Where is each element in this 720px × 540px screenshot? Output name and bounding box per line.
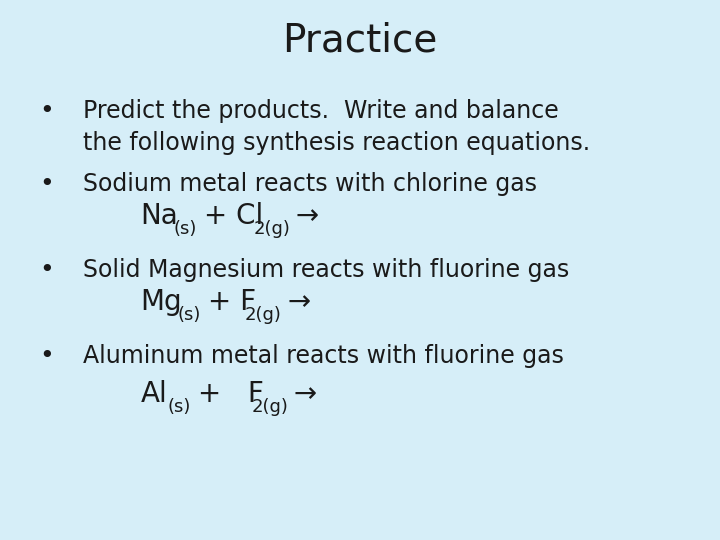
Text: →: → (285, 380, 318, 408)
Text: Practice: Practice (282, 22, 438, 59)
Text: Solid Magnesium reacts with fluorine gas: Solid Magnesium reacts with fluorine gas (83, 258, 569, 282)
Text: 2(g): 2(g) (245, 306, 282, 324)
Text: Sodium metal reacts with chlorine gas: Sodium metal reacts with chlorine gas (83, 172, 537, 195)
Text: (s): (s) (168, 398, 191, 416)
Text: (s): (s) (177, 306, 200, 324)
Text: + Cl: + Cl (195, 202, 264, 230)
Text: + F: + F (199, 288, 256, 316)
Text: the following synthesis reaction equations.: the following synthesis reaction equatio… (83, 131, 590, 155)
Text: Na: Na (140, 202, 178, 230)
Text: Aluminum metal reacts with fluorine gas: Aluminum metal reacts with fluorine gas (83, 345, 564, 368)
Text: →: → (287, 202, 320, 230)
Text: •: • (40, 258, 54, 282)
Text: 2(g): 2(g) (253, 220, 290, 238)
Text: 2(g): 2(g) (251, 398, 288, 416)
Text: •: • (40, 345, 54, 368)
Text: Al: Al (140, 380, 167, 408)
Text: •: • (40, 99, 54, 123)
Text: Mg: Mg (140, 288, 182, 316)
Text: •: • (40, 172, 54, 195)
Text: →: → (279, 288, 311, 316)
Text: +   F: + F (189, 380, 264, 408)
Text: Predict the products.  Write and balance: Predict the products. Write and balance (83, 99, 559, 123)
Text: (s): (s) (174, 220, 197, 238)
